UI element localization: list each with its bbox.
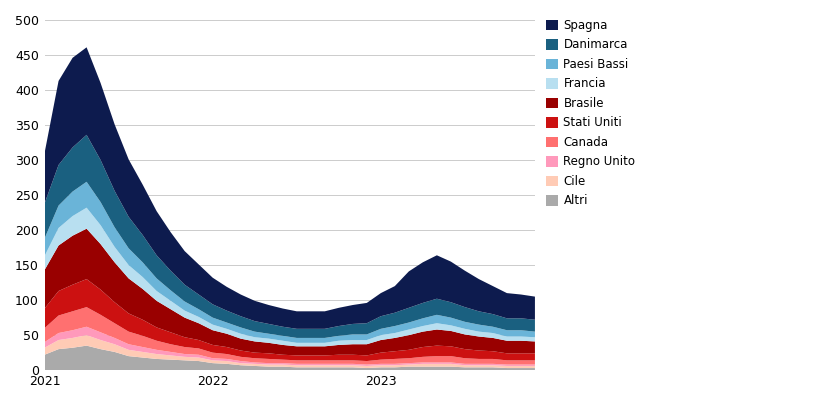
- Legend: Spagna, Danimarca, Paesi Bassi, Francia, Brasile, Stati Uniti, Canada, Regno Uni: Spagna, Danimarca, Paesi Bassi, Francia,…: [545, 19, 635, 207]
